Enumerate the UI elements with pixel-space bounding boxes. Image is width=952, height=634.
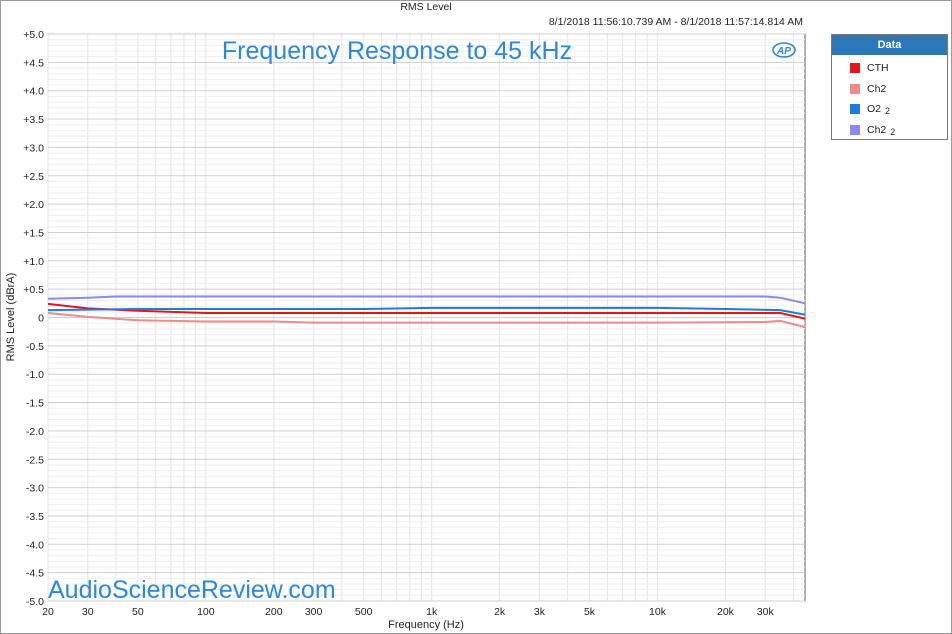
ap-logo-text: AP (776, 46, 791, 57)
legend-item-label: Ch2 (867, 83, 887, 95)
y-tick-label: +5.0 (23, 29, 44, 41)
y-tick-label: -3.5 (26, 511, 44, 523)
y-tick-label: -1.5 (26, 398, 44, 410)
x-tick-label: 2k (494, 606, 506, 618)
y-tick-label: +2.0 (23, 199, 44, 211)
legend-item-ch2[interactable]: Ch2 (850, 82, 886, 96)
y-tick-label: -3.0 (26, 483, 44, 495)
x-tick-label: 50 (132, 606, 144, 618)
y-tick-label: +1.0 (23, 256, 44, 268)
legend-item-suffix: 2 (890, 127, 896, 137)
series-line (47, 295, 806, 305)
legend-item-label: Ch2 (867, 124, 887, 136)
y-tick-label: +0.5 (23, 284, 44, 296)
y-tick-label: -4.0 (26, 539, 44, 551)
y-tick-label: +2.5 (23, 171, 44, 183)
y-tick-label: -5.0 (26, 596, 44, 608)
legend-panel: Data CTH Ch2 O2 2 Ch2 2 (831, 34, 948, 140)
x-tick-label: 300 (305, 606, 323, 618)
x-axis-label: Frequency (Hz) (388, 619, 464, 631)
ap-logo: AP (772, 42, 796, 58)
y-tick-label: +1.5 (23, 227, 44, 239)
chart-title: Frequency Response to 45 kHz (222, 37, 572, 65)
x-axis-ticks: 20 30 50 100 200 300 500 1k 2k 3k 5k 10k 20k 30k (42, 606, 774, 618)
x-tick-label: 20k (717, 606, 735, 618)
legend-swatch (850, 63, 860, 73)
chart-time-range: 8/1/2018 11:56:10.739 AM - 8/1/2018 11:5… (549, 16, 803, 28)
x-tick-label: 20 (42, 606, 54, 618)
legend-item-label: O2 (867, 103, 882, 115)
x-tick-label: 200 (265, 606, 283, 618)
series-lines (47, 295, 806, 329)
x-tick-label: 30 (82, 606, 94, 618)
legend-item-suffix: 2 (885, 106, 891, 116)
legend-item-label: CTH (867, 62, 889, 74)
y-tick-label: 0 (38, 313, 44, 325)
y-tick-label: -1.0 (26, 369, 44, 381)
series-line (47, 312, 806, 329)
legend-item-o2-2[interactable]: O2 2 (850, 102, 890, 116)
x-tick-label: 5k (584, 606, 596, 618)
chart-header-title: RMS Level (400, 1, 451, 13)
y-tick-label: +4.5 (23, 57, 44, 69)
y-tick-label: +3.5 (23, 114, 44, 126)
x-tick-label: 100 (197, 606, 215, 618)
x-tick-label: 10k (649, 606, 667, 618)
x-tick-label: 3k (534, 606, 546, 618)
legend-swatch (850, 84, 860, 94)
grid-lines (47, 33, 805, 602)
legend-swatch (850, 104, 860, 114)
y-tick-label: -0.5 (26, 341, 44, 353)
y-tick-label: -4.5 (26, 568, 44, 580)
series-line (47, 306, 806, 316)
y-axis-ticks: +5.0 +4.5 +4.0 +3.5 +3.0 +2.5 +2.0 +1.5 +1.0 +0.5… (23, 29, 44, 608)
x-tick-label: 30k (757, 606, 775, 618)
x-tick-label: 500 (355, 606, 373, 618)
y-tick-label: -2.5 (26, 454, 44, 466)
y-tick-label: +3.0 (23, 142, 44, 154)
legend-swatch (850, 125, 860, 135)
legend-item-ch2-2[interactable]: Ch2 2 (850, 123, 895, 137)
y-axis-label: RMS Level (dBrA) (5, 273, 17, 362)
watermark-text: AudioScienceReview.com (48, 576, 336, 604)
y-tick-label: -2.0 (26, 426, 44, 438)
legend-item-cth[interactable]: CTH (850, 61, 889, 75)
y-tick-label: +4.0 (23, 86, 44, 98)
x-tick-label: 1k (426, 606, 438, 618)
legend-title: Data (832, 35, 947, 55)
